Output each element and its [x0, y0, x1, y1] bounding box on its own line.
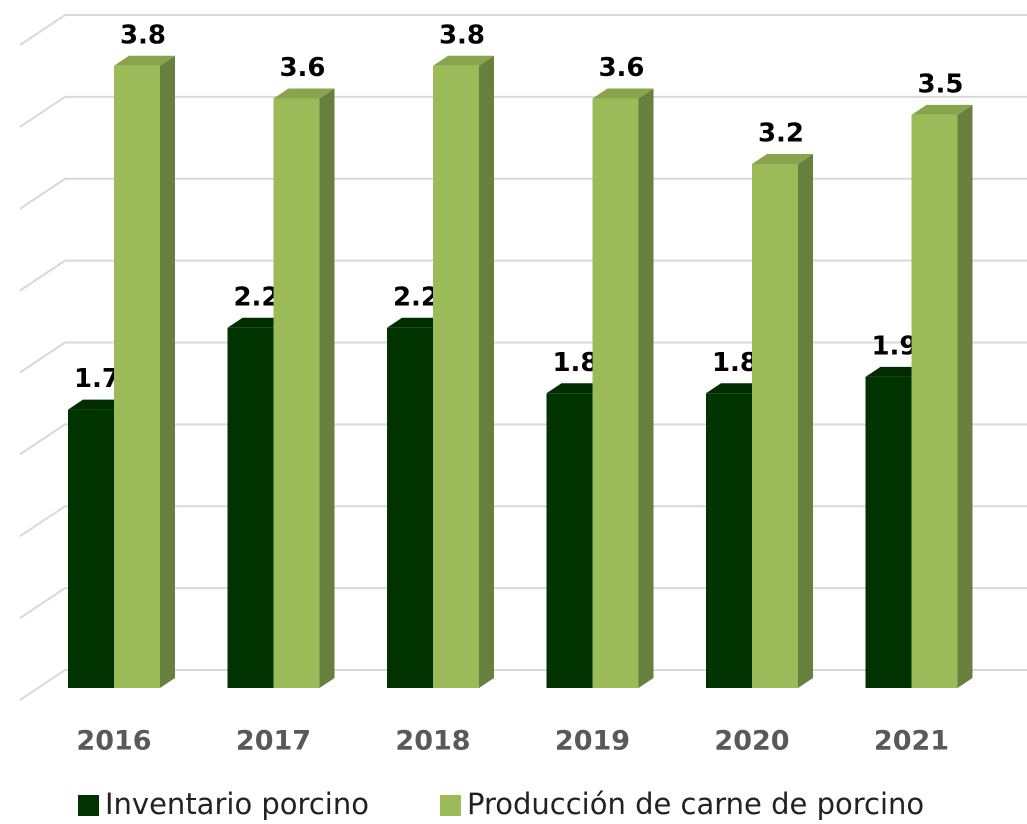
bar-face [114, 55, 175, 66]
bar-face [387, 317, 448, 328]
bar-face [433, 65, 479, 688]
bar-face [798, 154, 813, 688]
bar [114, 55, 175, 688]
bar [592, 88, 654, 688]
bar-face [865, 376, 912, 688]
bar-face [592, 88, 654, 99]
x-tick-label: 2020 [714, 726, 789, 757]
bar-face [227, 327, 274, 688]
data-label: 1.7 [74, 364, 120, 394]
bar [433, 55, 494, 688]
bar-face [706, 393, 752, 688]
x-tick-label: 2017 [236, 726, 311, 757]
bar-face [227, 317, 289, 328]
bar-face [387, 327, 433, 688]
grid-line [19, 177, 1027, 210]
bar-face [273, 88, 335, 99]
legend-swatch [78, 795, 99, 816]
data-label: 3.6 [279, 53, 325, 83]
bar-face [706, 383, 767, 394]
data-label: 3.8 [439, 20, 485, 50]
x-tick-label: 2021 [874, 726, 949, 757]
bar-face [546, 383, 608, 394]
bar-face [752, 154, 813, 164]
bar-face [865, 366, 927, 377]
bar-face [68, 399, 129, 410]
legend-label: Inventario porcino [105, 787, 369, 821]
bar [911, 104, 973, 688]
data-label: 1.9 [871, 331, 917, 361]
bar-face [592, 98, 639, 688]
grid-line [19, 14, 1027, 46]
legend-label: Producción de carne de porcino [467, 787, 924, 821]
data-label: 2.2 [393, 282, 439, 312]
bar-face [911, 114, 958, 688]
grid-line [19, 95, 1027, 128]
bar-face [114, 65, 160, 688]
legend-swatch [440, 795, 461, 816]
bar-face [638, 88, 654, 688]
bar-face [957, 104, 973, 688]
grid-line [19, 341, 1027, 374]
data-label: 3.6 [598, 53, 644, 83]
bar [752, 154, 813, 688]
grid-line [19, 259, 1027, 292]
bar-face [546, 393, 593, 688]
bar-face [273, 98, 320, 688]
bar-face [319, 88, 335, 688]
bar-face [752, 164, 798, 688]
x-tick-label: 2016 [76, 726, 151, 757]
data-label: 3.8 [120, 20, 166, 50]
bar [273, 88, 335, 688]
data-label: 1.8 [552, 348, 598, 378]
data-label: 2.2 [233, 282, 279, 312]
x-tick-label: 2019 [555, 726, 630, 757]
data-label: 3.5 [917, 69, 963, 99]
x-tick-label: 2018 [395, 726, 470, 757]
bar-face [68, 409, 114, 688]
bar-face [433, 55, 494, 66]
bar-face [911, 104, 973, 115]
bar-face [160, 55, 175, 688]
bar-face [479, 55, 494, 688]
data-label: 1.8 [712, 348, 758, 378]
data-label: 3.2 [758, 119, 804, 149]
